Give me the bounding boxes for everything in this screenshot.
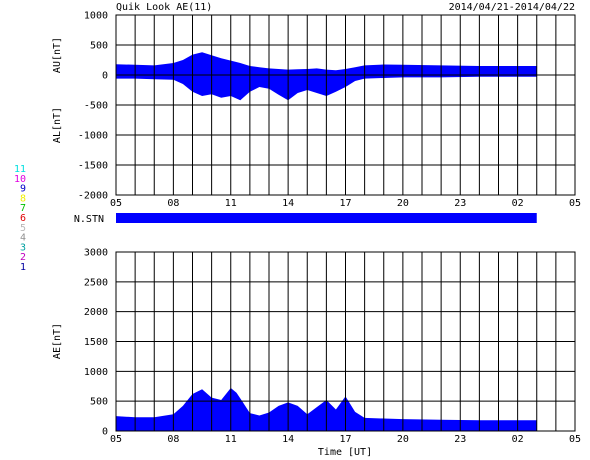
x-tick-label: 11 bbox=[225, 198, 237, 209]
nstn-panel: N.STN bbox=[74, 213, 537, 225]
chart-title: Quik Look AE(11) bbox=[116, 2, 212, 13]
y-tick-label: 1500 bbox=[84, 337, 108, 348]
x-tick-label: 17 bbox=[339, 434, 351, 445]
station-key-label: 10 bbox=[14, 174, 26, 185]
x-tick-label: 14 bbox=[282, 434, 294, 445]
au-series-area bbox=[116, 52, 537, 75]
y-tick-label: 500 bbox=[90, 397, 108, 408]
station-key-label: 5 bbox=[20, 223, 26, 234]
y-tick-label: 500 bbox=[90, 41, 108, 52]
station-key-label: 8 bbox=[20, 193, 26, 204]
x-tick-label: 08 bbox=[167, 434, 179, 445]
y-tick-label: -500 bbox=[84, 101, 108, 112]
y-tick-label: -1000 bbox=[78, 131, 108, 142]
station-key-label: 3 bbox=[20, 242, 26, 253]
x-tick-label: 11 bbox=[225, 434, 237, 445]
x-tick-label: 05 bbox=[110, 198, 122, 209]
y-tick-label: 1000 bbox=[84, 11, 108, 22]
panel-frame bbox=[115, 14, 576, 196]
x-tick-label: 02 bbox=[512, 198, 524, 209]
y-tick-label: 3000 bbox=[84, 248, 108, 259]
x-tick-label: 23 bbox=[454, 434, 466, 445]
station-key-label: 1 bbox=[20, 262, 26, 273]
panel-frame bbox=[115, 251, 576, 432]
y-tick-label: -2000 bbox=[78, 191, 108, 202]
y-tick-label: 0 bbox=[102, 71, 108, 82]
station-key-label: 4 bbox=[20, 233, 26, 244]
ae-axis-label: AE[nT] bbox=[52, 323, 63, 359]
x-tick-label: 20 bbox=[397, 198, 409, 209]
x-tick-label: 05 bbox=[569, 198, 581, 209]
x-tick-label: 17 bbox=[339, 198, 351, 209]
al-axis-label: AL[nT] bbox=[52, 107, 63, 143]
y-tick-label: 0 bbox=[102, 427, 108, 438]
date-range: 2014/04/21-2014/04/22 bbox=[449, 2, 575, 13]
x-tick-label: 20 bbox=[397, 434, 409, 445]
x-axis-label: Time [UT] bbox=[318, 447, 372, 458]
x-tick-label: 02 bbox=[512, 434, 524, 445]
y-tick-label: -1500 bbox=[78, 161, 108, 172]
x-tick-label: 05 bbox=[569, 434, 581, 445]
y-tick-label: 1000 bbox=[84, 367, 108, 378]
station-key-label: 2 bbox=[20, 252, 26, 263]
x-tick-label: 23 bbox=[454, 198, 466, 209]
station-key-label: 6 bbox=[20, 213, 26, 224]
y-tick-label: 2000 bbox=[84, 307, 108, 318]
x-tick-label: 05 bbox=[110, 434, 122, 445]
station-key-label: 11 bbox=[14, 164, 26, 175]
x-tick-label: 08 bbox=[167, 198, 179, 209]
nstn-bar bbox=[116, 213, 537, 223]
station-key-label: 7 bbox=[20, 203, 26, 214]
x-tick-label: 14 bbox=[282, 198, 294, 209]
nstn-label: N.STN bbox=[74, 214, 104, 225]
station-key-label: 9 bbox=[20, 184, 26, 195]
au-axis-label: AU[nT] bbox=[52, 37, 63, 73]
y-tick-label: 2500 bbox=[84, 277, 108, 288]
